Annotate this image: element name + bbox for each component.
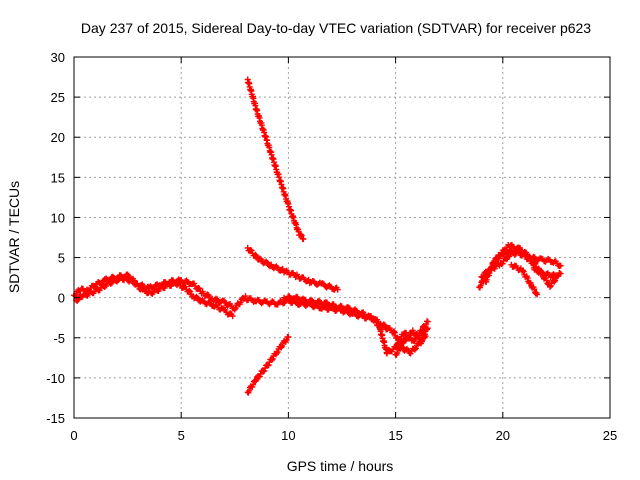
y-axis-label: SDTVAR / TECUs [6, 181, 22, 293]
plot-frame [73, 56, 611, 419]
y-tick-label: 0 [58, 291, 65, 306]
data-track-2 [73, 273, 236, 320]
data-track-10 [392, 325, 431, 358]
x-tick-label: 10 [281, 428, 295, 443]
y-tick-label: 30 [51, 50, 65, 65]
y-tick-label: -15 [46, 411, 65, 426]
x-tick-label: 5 [178, 428, 185, 443]
x-tick-label: 15 [388, 428, 402, 443]
y-tick-label: 20 [51, 130, 65, 145]
y-tick-label: -5 [53, 331, 65, 346]
grid-lines [74, 57, 610, 418]
chart-title: Day 237 of 2015, Sidereal Day-to-day VTE… [81, 20, 591, 36]
y-tick-label: 10 [51, 210, 65, 225]
data-series [71, 76, 564, 396]
data-track-6 [281, 293, 390, 332]
data-track-4 [244, 244, 341, 293]
data-point-markers [244, 334, 292, 396]
data-point-markers [244, 76, 307, 243]
x-tick-label: 0 [70, 428, 77, 443]
data-point-markers [73, 273, 236, 320]
data-track-14 [508, 261, 541, 298]
x-axis-label: GPS time / hours [287, 458, 394, 474]
data-point-markers [244, 244, 341, 293]
axis-ticks: 0 5 10 15 20 25 -15 -10 -5 0 5 10 15 20 25 30 [46, 50, 617, 443]
data-point-markers [482, 247, 562, 290]
y-tick-label: 15 [51, 170, 65, 185]
y-tick-label: 5 [58, 251, 65, 266]
y-tick-label: 25 [51, 90, 65, 105]
data-point-markers [392, 325, 431, 358]
data-track-13 [482, 247, 562, 290]
data-point-markers [508, 261, 541, 298]
y-tick-label: -10 [46, 371, 65, 386]
x-tick-label: 20 [496, 428, 510, 443]
data-track-7 [244, 334, 292, 396]
x-tick-label: 25 [603, 428, 617, 443]
data-track-3 [244, 76, 307, 243]
data-point-markers [281, 293, 390, 332]
